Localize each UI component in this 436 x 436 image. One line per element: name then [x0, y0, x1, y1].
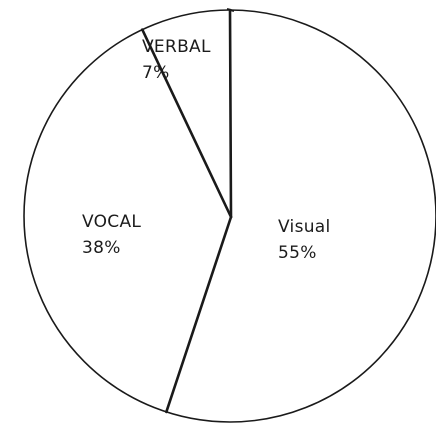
- top-tick-mark: [226, 8, 235, 12]
- slice-divider-verbal: [140, 28, 233, 219]
- slice-divider-visual: [228, 8, 233, 219]
- pie-slice-visual: [166, 10, 436, 422]
- slices-layer: [23, 10, 436, 422]
- dividers-layer: [140, 8, 235, 414]
- slice-label-visual: Visual: [278, 217, 331, 237]
- slice-value-verbal: 7%: [142, 63, 170, 83]
- slice-divider-vocal: [165, 215, 233, 414]
- slice-value-visual: 55%: [278, 243, 317, 263]
- slice-label-verbal: VERBAL: [142, 37, 211, 57]
- labels-layer: Visual 55% VOCAL 38% VERBAL 7%: [82, 37, 331, 263]
- slice-value-vocal: 38%: [82, 238, 121, 258]
- slice-label-vocal: VOCAL: [82, 212, 141, 232]
- pie-slice-vocal: [23, 29, 231, 412]
- pie-slice-verbal: [142, 10, 231, 217]
